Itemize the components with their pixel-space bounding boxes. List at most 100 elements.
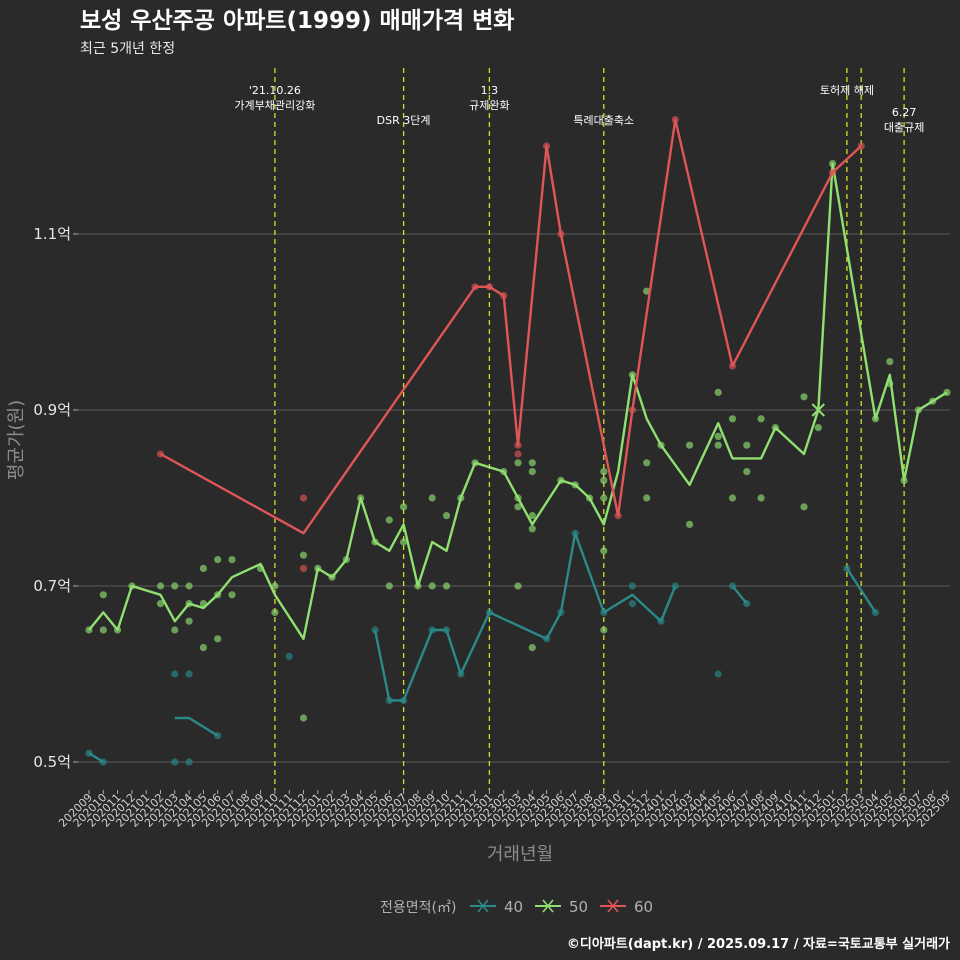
data-point-50 (156, 600, 165, 608)
event-annotation-label: 대출규제 (884, 121, 924, 134)
data-point-50 (528, 468, 536, 476)
legend-swatch-marker (477, 899, 489, 913)
data-point-50 (600, 626, 608, 634)
data-point-50 (628, 371, 637, 379)
data-point-50 (457, 494, 465, 502)
data-point-60 (471, 283, 479, 291)
data-point-40 (185, 670, 193, 678)
data-point-40 (743, 600, 751, 608)
data-point-50 (156, 582, 165, 590)
data-point-50 (686, 520, 694, 529)
data-point-50 (585, 494, 594, 502)
data-point-50 (400, 538, 408, 546)
data-point-60 (543, 142, 551, 150)
data-point-50 (214, 591, 222, 599)
data-point-50 (643, 459, 651, 467)
x-axis-title: 거래년월 (487, 844, 553, 865)
data-point-40 (371, 626, 379, 634)
data-point-50 (328, 573, 336, 581)
x-axis-ticks: 2020092020102020112020122021012021022021… (56, 790, 953, 830)
data-point-50 (199, 600, 207, 608)
data-point-50 (471, 459, 479, 467)
data-point-50 (643, 494, 651, 502)
data-point-50 (185, 617, 193, 625)
data-point-50 (528, 644, 536, 652)
data-point-50 (228, 556, 236, 564)
data-point-50 (185, 600, 193, 608)
data-point-40 (728, 582, 737, 590)
data-point-50 (299, 714, 308, 722)
y-tick-label: 0.5억 (33, 753, 71, 771)
data-point-40 (99, 758, 107, 766)
data-point-40 (871, 608, 880, 617)
data-point-50 (171, 626, 179, 634)
data-point-50 (371, 538, 379, 546)
legend-item-50: 50 (535, 898, 588, 916)
data-point-40 (85, 749, 93, 757)
y-tick-label: 0.9억 (33, 401, 71, 419)
data-point-50 (528, 511, 536, 520)
legend-label: 40 (504, 898, 523, 916)
series-40 (85, 529, 880, 766)
series-line-40 (174, 716, 219, 737)
y-axis-ticks: 0.5억 0.7억 0.9억 1.1억 (33, 225, 78, 771)
data-point-50 (600, 468, 608, 476)
legend-swatch-marker (542, 899, 554, 913)
data-point-marker-50 (811, 403, 826, 417)
data-point-60 (299, 564, 308, 573)
data-point-60 (514, 450, 522, 458)
legend-swatch-marker (607, 899, 619, 913)
data-point-50 (228, 591, 236, 599)
data-point-40 (657, 617, 665, 625)
data-point-50 (914, 406, 923, 414)
data-point-50 (600, 547, 608, 555)
data-point-40 (457, 670, 465, 678)
event-annotation-label: 1.3 (481, 84, 499, 97)
data-point-50 (385, 582, 393, 590)
data-point-60 (156, 450, 165, 458)
legend-title: 전용면적(㎡) (380, 900, 456, 916)
legend-item-60: 60 (600, 898, 653, 916)
data-point-50 (199, 644, 207, 652)
data-point-40 (442, 626, 451, 634)
legend: 전용면적(㎡) 40 50 60 (380, 898, 653, 916)
data-point-50 (871, 415, 880, 423)
data-point-40 (428, 626, 436, 634)
data-point-60 (857, 142, 865, 150)
chart-subtitle: 최근 5개년 한정 (80, 41, 175, 57)
data-point-40 (628, 582, 637, 590)
data-point-50 (428, 582, 436, 590)
legend-label: 50 (569, 898, 588, 916)
data-point-50 (829, 160, 837, 168)
data-point-50 (385, 516, 393, 524)
event-annotation-label: 토허제 해제 (820, 83, 874, 97)
caption: ©디아파트(dapt.kr) / 2025.09.17 / 자료=국토교통부 실… (567, 936, 950, 952)
data-point-50 (514, 582, 522, 590)
data-point-40 (385, 696, 393, 705)
data-point-40 (543, 635, 551, 643)
data-point-60 (628, 406, 637, 414)
legend-item-40: 40 (470, 898, 523, 916)
data-point-40 (571, 529, 579, 537)
data-point-50 (743, 468, 751, 476)
y-axis-title: 평균가(원) (6, 400, 27, 480)
event-lines (274, 68, 905, 790)
data-point-50 (600, 476, 608, 484)
data-point-50 (800, 393, 808, 401)
data-point-50 (314, 564, 322, 573)
data-point-60 (485, 283, 493, 291)
data-point-50 (99, 591, 107, 599)
series-60 (156, 116, 865, 573)
data-point-60 (671, 116, 679, 124)
data-point-60 (557, 230, 565, 238)
data-point-50 (514, 503, 522, 511)
data-point-40 (485, 608, 493, 617)
data-point-60 (500, 292, 508, 300)
data-point-50 (728, 494, 737, 502)
data-point-50 (714, 432, 722, 440)
data-point-50 (571, 481, 579, 489)
data-point-60 (299, 494, 308, 502)
data-point-50 (357, 494, 365, 502)
data-point-40 (600, 608, 608, 617)
